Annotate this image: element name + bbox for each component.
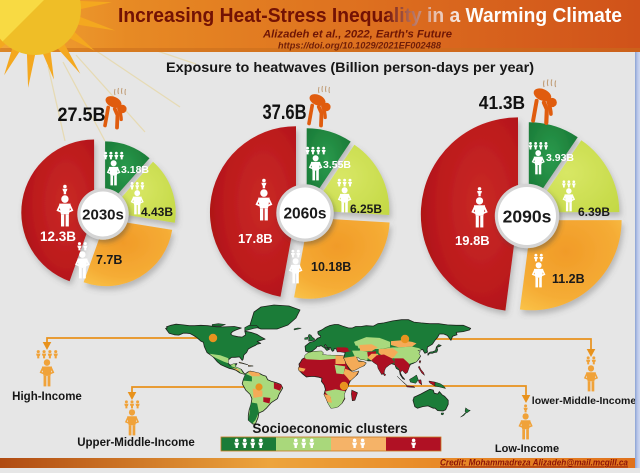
svg-text:Low-Income: Low-Income [495,443,559,455]
svg-text:6.25B: 6.25B [350,202,382,216]
svg-text:2060s: 2060s [283,206,326,223]
svg-text:12.3B: 12.3B [40,229,76,244]
svg-text:lower-Middle-Income: lower-Middle-Income [532,395,637,407]
svg-text:Alizadeh et al., 2022, Earth's: Alizadeh et al., 2022, Earth's Future [262,29,452,41]
svg-text:High-Income: High-Income [12,391,82,403]
svg-text:37.6B: 37.6B [263,101,307,124]
svg-text:17.8B: 17.8B [238,231,273,246]
svg-text:Credit: Mohammadreza Alizadeh@: Credit: Mohammadreza Alizadeh@mail.mcgil… [440,458,628,468]
svg-text:3.18B: 3.18B [121,164,149,176]
svg-text:10.18B: 10.18B [311,260,351,274]
svg-text:2090s: 2090s [503,206,552,226]
svg-text:2030s: 2030s [82,206,124,223]
svg-text:Increasing Heat-Stress Inequal: Increasing Heat-Stress Inequality in a W… [118,4,622,27]
svg-text:11.2B: 11.2B [552,272,585,286]
svg-text:4.43B: 4.43B [141,205,173,219]
svg-text:Upper-Middle-Income: Upper-Middle-Income [77,437,195,449]
svg-text:41.3B: 41.3B [479,93,525,113]
svg-text:27.5B: 27.5B [58,105,106,126]
svg-text:19.8B: 19.8B [455,233,490,248]
svg-text:Socioeconomic clusters: Socioeconomic clusters [252,421,407,436]
svg-text:https://doi.org/10.1029/2021EF: https://doi.org/10.1029/2021EF002488 [278,41,442,52]
svg-text:7.7B: 7.7B [96,253,122,267]
svg-text:3.55B: 3.55B [323,159,351,171]
svg-text:3.93B: 3.93B [546,152,574,164]
svg-text:Exposure to heatwaves (Billion: Exposure to heatwaves (Billion person-da… [166,60,534,75]
svg-text:6.39B: 6.39B [578,205,610,219]
